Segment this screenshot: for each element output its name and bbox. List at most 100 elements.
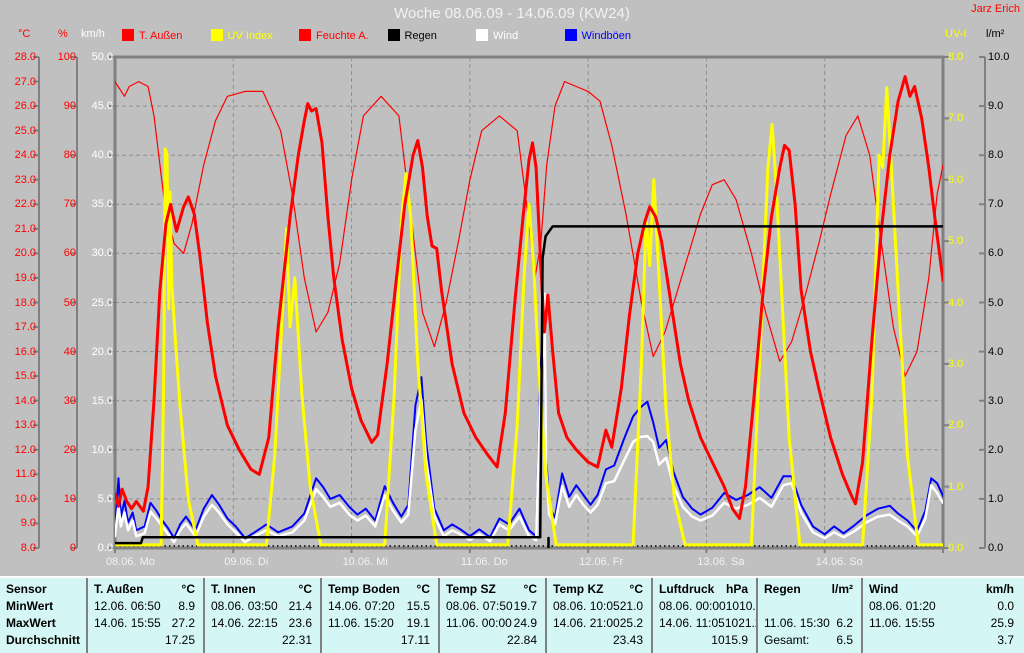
legend-swatch-icon — [476, 29, 488, 41]
cell-text: T. Außen — [94, 582, 144, 596]
table-row: 14.06. 07:20 15.5 — [328, 598, 430, 615]
sensor-column-temp-sz: Temp SZ °C 08.06. 07:50 19.7 11.06. 00:00 24.… — [438, 578, 545, 653]
cell-value: 21.0 — [619, 599, 644, 613]
axis-header-lm2: l/m² — [986, 28, 1005, 40]
tick-uv: 0.0 — [948, 542, 964, 554]
tick-percent: 60 — [63, 247, 76, 260]
day-label-13-06: 13.06. Sa — [697, 556, 745, 568]
cell-value: 1021.2 — [724, 616, 756, 630]
cell-value: 6.5 — [836, 633, 853, 647]
author-label: Jarz Erich — [971, 3, 1020, 15]
cell-value: °C — [523, 582, 537, 596]
cell-value: 19.1 — [406, 616, 430, 630]
tick-lm2: 5.0 — [988, 296, 1004, 309]
cell-text: T. Innen — [211, 582, 256, 596]
tick-celsius: 19.0 — [14, 271, 36, 284]
cell-value: 3.7 — [997, 633, 1014, 647]
legend-swatch-icon — [387, 29, 400, 41]
cell-value: 19.7 — [513, 599, 537, 613]
table-row: Temp SZ °C — [446, 581, 537, 598]
table-row: 08.06. 07:50 19.7 — [446, 598, 537, 615]
table-row: Luftdruck hPa — [659, 581, 748, 598]
cell-value: 15.5 — [406, 599, 430, 613]
tick-kmh: 40.0 — [91, 149, 113, 162]
tick-celsius: 23.0 — [14, 173, 36, 186]
tick-celsius: 13.0 — [14, 419, 36, 432]
axis-header-celsius: °C — [18, 28, 31, 40]
cell-value: 23.43 — [612, 633, 643, 647]
tick-uv: 5.0 — [948, 235, 964, 248]
cell-text: 11.06. 15:30 — [764, 616, 830, 630]
day-label-11-06: 11.06. Do — [460, 556, 508, 568]
table-row: 17.25 — [94, 632, 195, 649]
cell-value: 25.9 — [990, 616, 1014, 630]
tick-lm2: 7.0 — [988, 198, 1004, 211]
day-label-12-06: 12.06. Fr — [579, 556, 624, 568]
series-feuchte-a- — [115, 80, 943, 377]
tick-celsius: 10.0 — [14, 492, 36, 505]
tick-lm2: 0.0 — [988, 542, 1004, 554]
tick-celsius: 25.0 — [14, 124, 36, 137]
cell-value: 23.6 — [288, 616, 312, 630]
cell-text: 08.06. 01:20 — [869, 599, 936, 613]
tick-percent: 90 — [63, 100, 76, 113]
tick-percent: 50 — [63, 296, 76, 309]
cell-text: 14.06. 22:15 — [211, 616, 278, 630]
cell-value: 1010.2 — [725, 599, 756, 613]
tick-kmh: 10.0 — [91, 443, 113, 456]
table-row: 22.84 — [446, 632, 537, 649]
tick-percent: 70 — [63, 198, 76, 211]
table-row: Durchschnitt — [6, 632, 80, 649]
table-row: 08.06. 10:05 21.0 — [553, 598, 643, 615]
page-title: Woche 08.06.09 - 14.06.09 (KW24) — [394, 5, 630, 22]
cell-value: l/m² — [831, 582, 853, 596]
tick-celsius: 16.0 — [14, 345, 36, 358]
cell-value: hPa — [725, 582, 748, 596]
axis-header-percent: % — [58, 28, 68, 40]
tick-lm2: 9.0 — [988, 100, 1004, 113]
cell-value: 24.9 — [513, 616, 537, 630]
legend-item-t-au-en: T. Außen — [122, 29, 182, 42]
legend-item-wind: Wind — [476, 29, 518, 42]
table-row: 12.06. 06:50 8.9 — [94, 598, 195, 615]
tick-kmh: 0.0 — [97, 542, 113, 554]
tick-celsius: 20.0 — [14, 247, 36, 260]
table-row — [764, 598, 853, 615]
table-row: 23.43 — [553, 632, 643, 649]
tick-celsius: 14.0 — [14, 394, 36, 407]
cell-value: 22.84 — [506, 633, 537, 647]
legend-label: T. Außen — [139, 30, 183, 42]
axis-rulers — [33, 56, 986, 553]
legend-label: Wind — [493, 30, 519, 42]
legend-item-regen: Regen — [387, 29, 437, 42]
series-wind — [115, 292, 943, 544]
cell-text: Temp SZ — [446, 582, 496, 596]
day-label-14-06: 14.06. So — [815, 556, 863, 568]
legend-label: Feuchte A. — [316, 30, 369, 42]
axis-header-kmh: km/h — [81, 28, 105, 40]
cell-value: 17.25 — [164, 633, 195, 647]
tick-celsius: 24.0 — [14, 149, 36, 162]
cell-value: 6.2 — [836, 616, 853, 630]
tick-celsius: 28.0 — [14, 51, 36, 63]
table-row: T. Innen °C — [211, 581, 312, 598]
cell-value: km/h — [985, 582, 1014, 596]
tick-celsius: 27.0 — [14, 75, 36, 88]
sensor-column-t-innen: T. Innen °C 08.06. 03:50 21.4 14.06. 22:15 23… — [203, 578, 320, 653]
cell-value: 8.9 — [178, 599, 195, 613]
cell-text: 11.06. 15:20 — [328, 616, 394, 630]
tick-uv: 6.0 — [948, 173, 964, 186]
tick-celsius: 8.0 — [20, 542, 36, 554]
axis-header-uv: UV-I — [945, 28, 967, 40]
tick-celsius: 17.0 — [14, 321, 36, 334]
row-label-column: Sensor MinWert MaxWert Durchschnitt — [0, 578, 86, 653]
tick-lm2: 2.0 — [988, 443, 1004, 456]
tick-kmh: 50.0 — [91, 51, 113, 63]
legend-swatch-icon — [210, 29, 223, 41]
cell-text: MinWert — [6, 599, 54, 613]
table-row: 14.06. 22:15 23.6 — [211, 615, 312, 632]
tick-uv: 7.0 — [948, 112, 964, 125]
